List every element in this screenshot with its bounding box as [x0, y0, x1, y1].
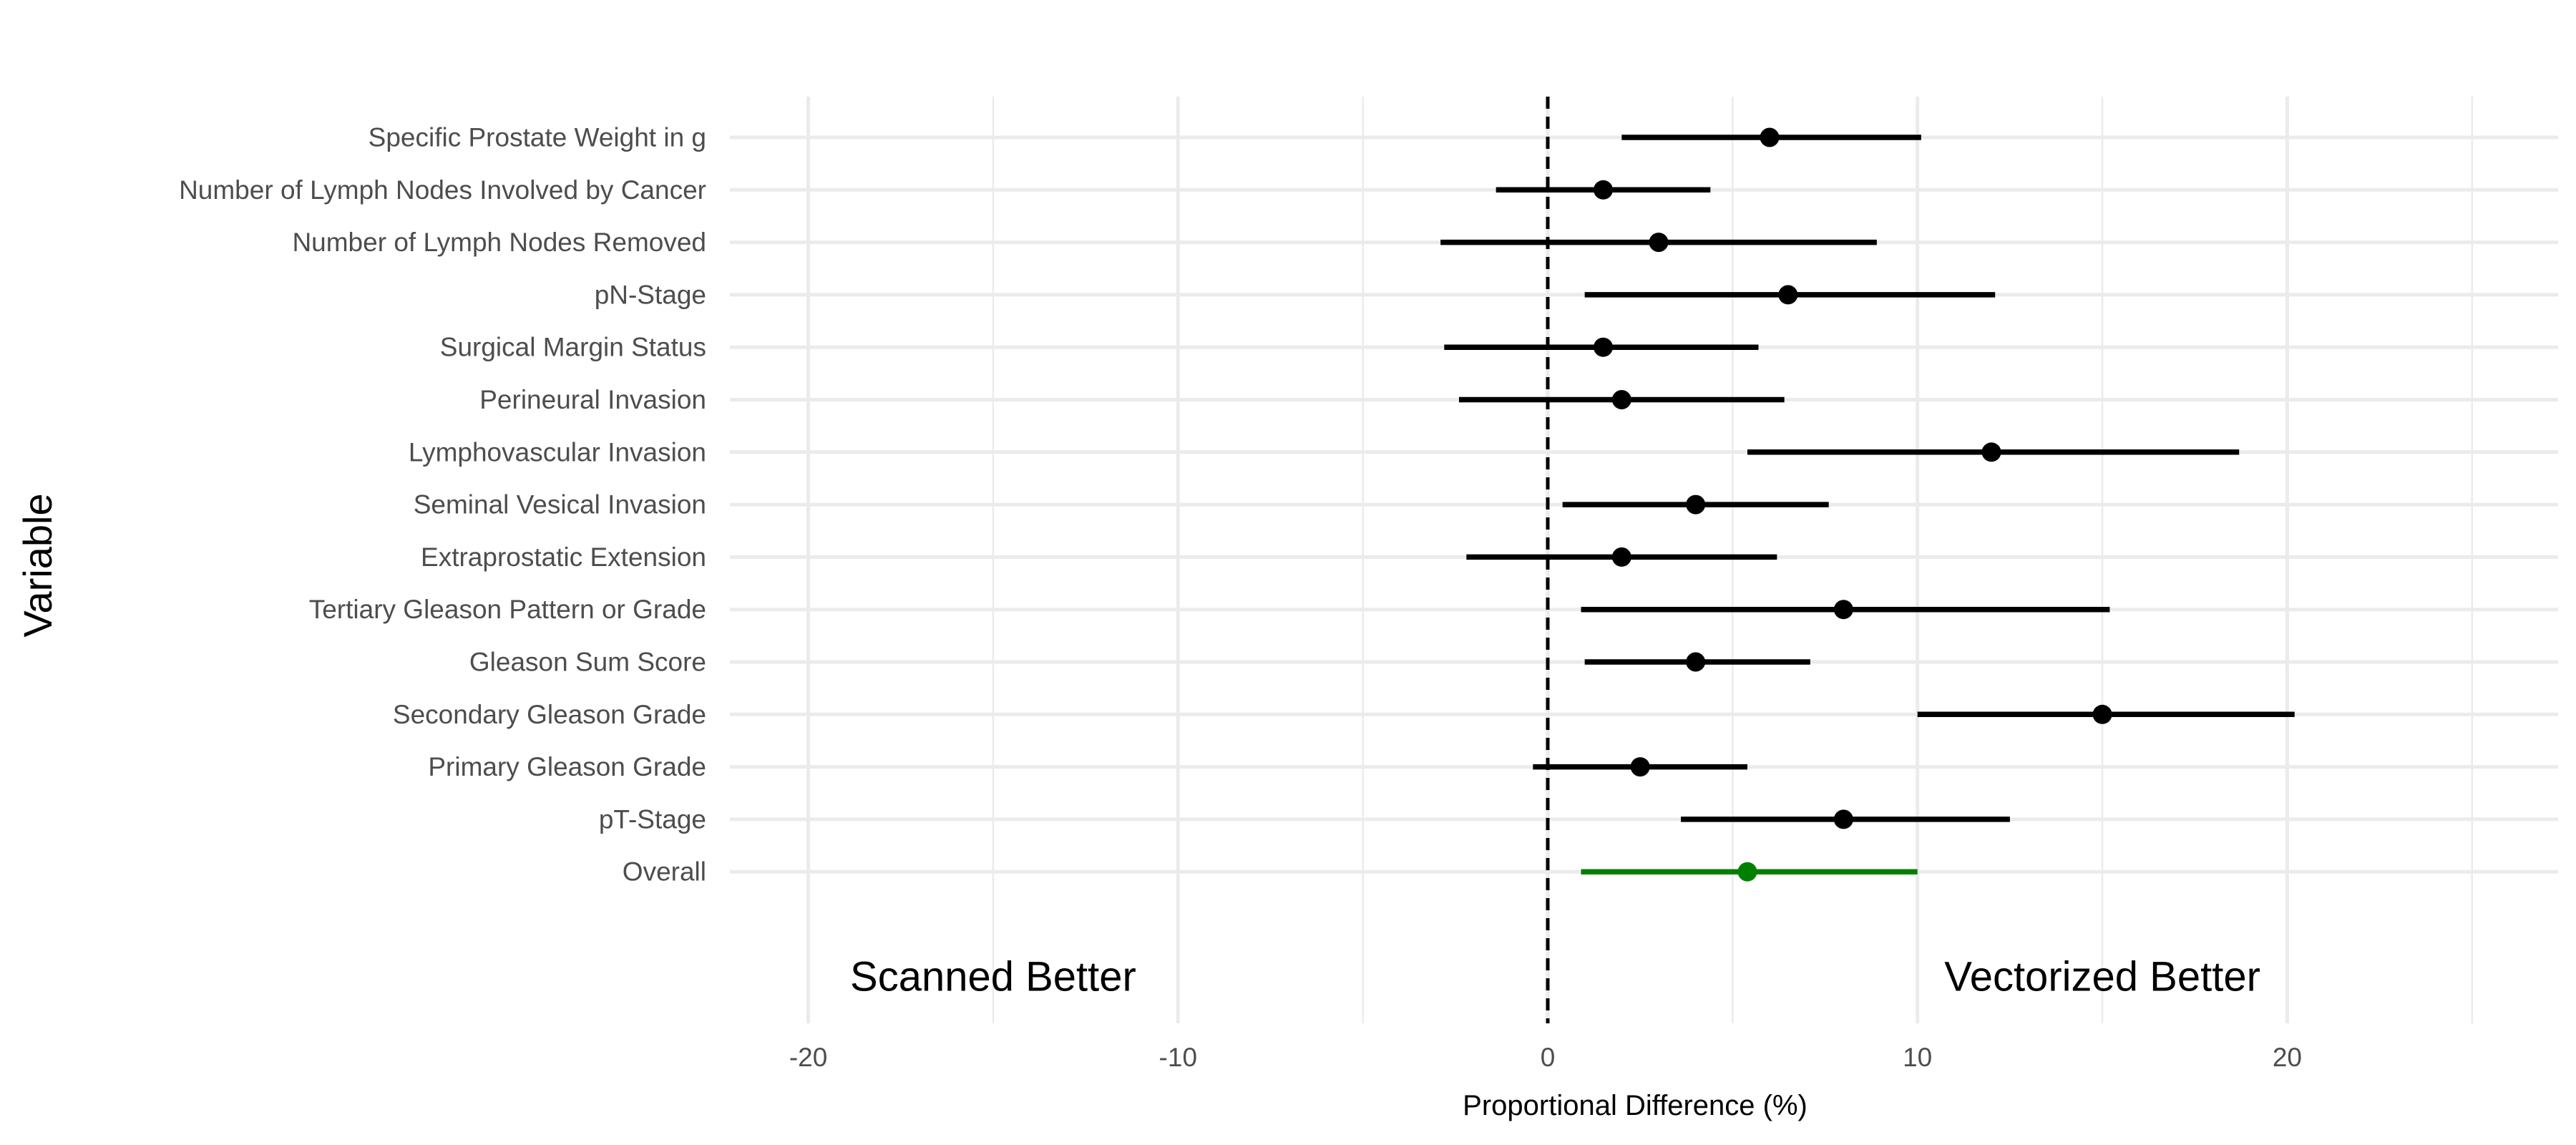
point-estimate — [1630, 757, 1650, 777]
y-tick-label: Gleason Sum Score — [469, 648, 706, 677]
x-axis-title: Proportional Difference (%) — [1463, 1090, 1807, 1121]
point-estimate — [1686, 494, 1706, 515]
y-tick-label: Perineural Invasion — [479, 385, 706, 414]
overall-point — [1737, 862, 1757, 882]
y-tick-label: Secondary Gleason Grade — [393, 700, 706, 729]
point-estimate — [2092, 704, 2112, 724]
grid-lines — [730, 97, 2558, 1023]
point-estimate — [1833, 809, 1853, 829]
y-tick-labels: Specific Prostate Weight in g Number of L… — [179, 123, 706, 887]
y-tick-label: Tertiary Gleason Pattern or Grade — [309, 595, 706, 624]
annotation-scanned-better: Scanned Better — [850, 953, 1136, 1000]
y-tick-label: Seminal Vesical Invasion — [414, 490, 706, 520]
y-tick-label: Number of Lymph Nodes Removed — [292, 228, 706, 257]
y-tick-label: Lymphovascular Invasion — [409, 437, 706, 467]
point-estimate — [1649, 233, 1669, 253]
point-estimate — [1686, 652, 1706, 672]
x-tick-label: 20 — [2273, 1043, 2302, 1072]
x-tick-label: 0 — [1541, 1043, 1556, 1072]
annotations: Scanned Better Vectorized Better — [850, 953, 2260, 1000]
y-tick-label: Overall — [623, 857, 706, 887]
x-tick-label: 10 — [1903, 1043, 1932, 1072]
y-tick-label: Specific Prostate Weight in g — [369, 123, 706, 152]
point-estimate — [1833, 600, 1853, 620]
point-estimates — [1594, 127, 2112, 882]
x-tick-label: -20 — [789, 1043, 827, 1072]
x-tick-labels: -20 -10 0 10 20 — [789, 1043, 2302, 1072]
annotation-vectorized-better: Vectorized Better — [1944, 953, 2260, 1000]
point-estimate — [1611, 547, 1631, 567]
y-tick-label: Surgical Margin Status — [440, 333, 706, 362]
y-tick-label: Primary Gleason Grade — [428, 752, 706, 781]
y-tick-label: pT-Stage — [599, 804, 706, 834]
point-estimate — [1981, 442, 2001, 462]
point-estimate — [1594, 180, 1614, 200]
y-tick-label: Number of Lymph Nodes Involved by Cancer — [179, 175, 706, 205]
point-estimate — [1778, 285, 1798, 305]
y-tick-label: pN-Stage — [595, 280, 706, 309]
y-tick-label: Extraprostatic Extension — [421, 542, 706, 572]
point-estimate — [1594, 337, 1614, 357]
point-estimate — [1611, 390, 1631, 409]
point-estimate — [1760, 127, 1780, 147]
y-axis-title: Variable — [15, 493, 60, 637]
x-tick-label: -10 — [1159, 1043, 1197, 1072]
